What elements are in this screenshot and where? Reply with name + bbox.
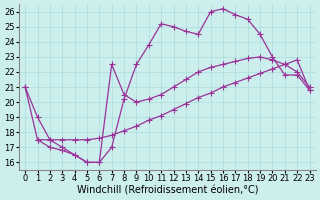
X-axis label: Windchill (Refroidissement éolien,°C): Windchill (Refroidissement éolien,°C) [76, 186, 258, 196]
